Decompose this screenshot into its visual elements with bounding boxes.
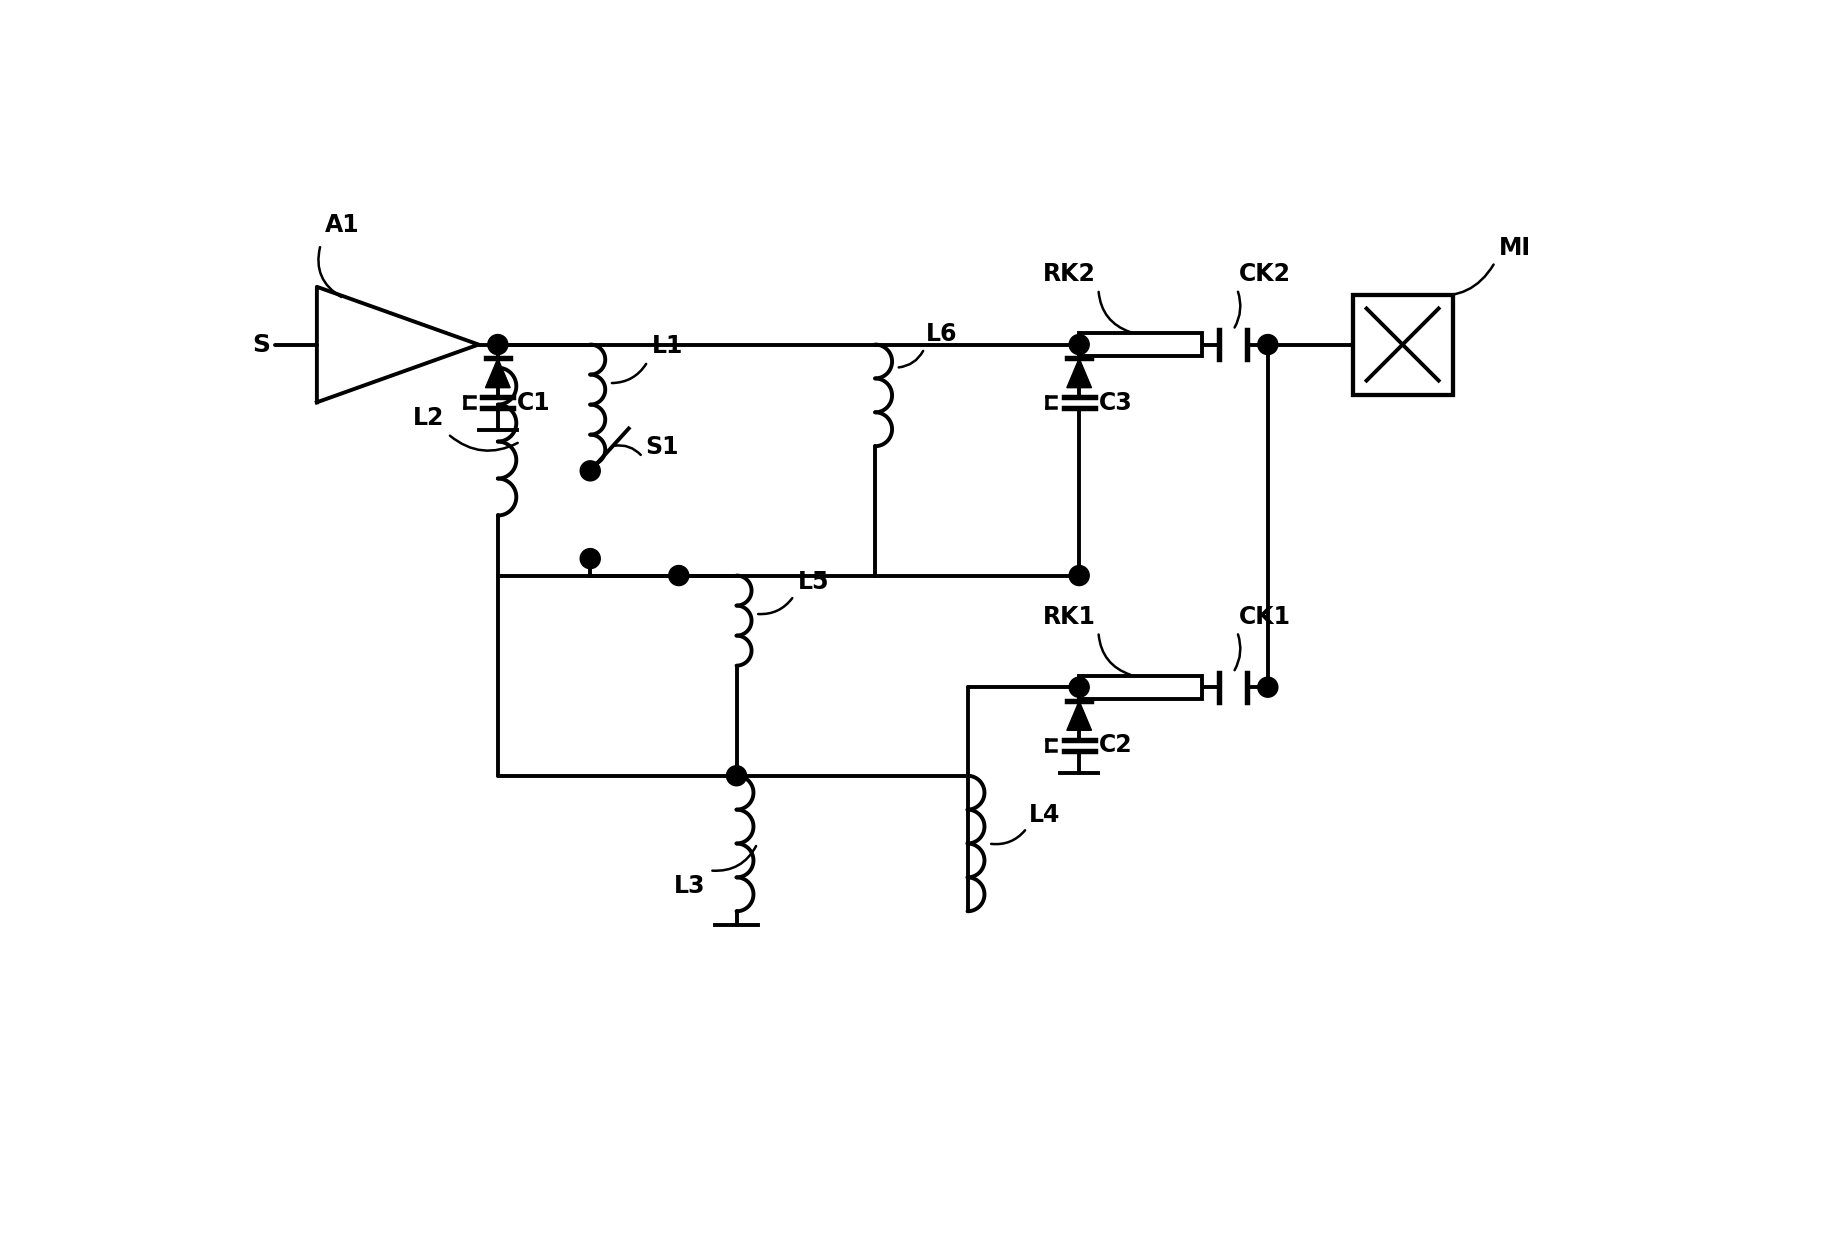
Polygon shape	[486, 358, 510, 388]
Text: L2: L2	[413, 406, 444, 430]
FancyBboxPatch shape	[1080, 333, 1202, 356]
Circle shape	[1069, 677, 1089, 698]
FancyBboxPatch shape	[1353, 294, 1453, 395]
Circle shape	[581, 461, 601, 480]
Circle shape	[488, 335, 508, 354]
Circle shape	[1069, 566, 1089, 585]
Circle shape	[727, 766, 747, 785]
Circle shape	[668, 566, 688, 585]
Polygon shape	[1067, 358, 1091, 388]
Text: L5: L5	[798, 569, 829, 594]
FancyBboxPatch shape	[1080, 676, 1202, 699]
Text: C2: C2	[1098, 734, 1133, 757]
Text: RK2: RK2	[1043, 262, 1096, 287]
Text: MI: MI	[1499, 236, 1531, 259]
Text: RK1: RK1	[1043, 605, 1096, 629]
Text: CK2: CK2	[1240, 262, 1291, 287]
Text: A1: A1	[324, 212, 359, 237]
Text: CK1: CK1	[1240, 605, 1291, 629]
Circle shape	[1069, 335, 1089, 354]
Circle shape	[581, 548, 601, 568]
Text: L6: L6	[925, 322, 958, 346]
Text: L4: L4	[1029, 803, 1060, 826]
Circle shape	[1258, 335, 1278, 354]
Text: S: S	[253, 332, 271, 357]
Circle shape	[1258, 677, 1278, 698]
Polygon shape	[1067, 701, 1091, 730]
Text: S1: S1	[646, 435, 679, 459]
Text: L1: L1	[652, 335, 683, 358]
Text: C3: C3	[1098, 390, 1133, 415]
Text: L3: L3	[674, 874, 707, 898]
Text: C1: C1	[517, 390, 550, 415]
